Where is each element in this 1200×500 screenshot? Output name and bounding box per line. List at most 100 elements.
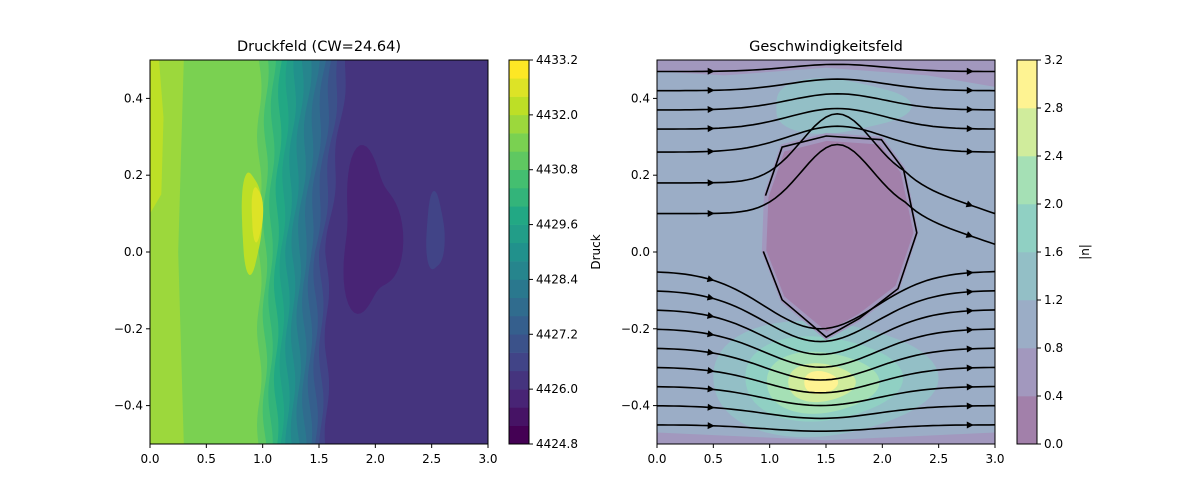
streamline-arrow [966,269,974,277]
field [657,60,995,444]
x-tick-label: 2.5 [422,452,441,466]
y-tick-label: 0.4 [631,91,650,105]
colorbar-band [1017,156,1037,205]
streamlines [657,63,995,432]
colorbar-band [509,114,529,134]
colorbar-band [509,133,529,152]
colorbar-tick-label: 3.2 [1044,53,1063,67]
x-tick-label: 0.5 [704,452,723,466]
colorbar-tick-label: 4429.6 [536,218,578,232]
streamline-arrow [966,364,974,372]
field [150,60,488,444]
x-tick-label: 0.5 [197,452,216,466]
y-tick-label: 0.0 [124,245,143,259]
colorbar-band [509,60,529,79]
streamline [762,135,918,339]
colorbar-band [509,425,529,445]
y-tick-label: −0.2 [621,322,650,336]
colorbar-band [509,78,529,97]
x-tick-label: 2.0 [873,452,892,466]
streamline-arrow [706,311,715,319]
streamline-arrow [707,148,715,155]
contour-region [343,145,404,314]
x-tick-label: 1.5 [309,452,328,466]
contour-region [251,187,264,243]
colorbar-band [509,316,529,335]
contour-region [426,191,445,270]
x-tick-label: 0.0 [140,452,159,466]
streamline-arrow [966,421,974,429]
colorbar-band [1017,108,1037,157]
streamline-arrow [707,67,715,75]
streamline-arrow [966,148,974,155]
colorbar-band [1017,300,1037,349]
streamline-arrow [707,403,715,411]
colorbar-band [509,261,529,280]
y-tick-label: 0.2 [631,168,650,182]
streamline-arrow [965,200,974,208]
colorbar-frame [508,59,530,445]
streamline-arrow [966,307,974,315]
streamline-arrow [707,330,715,338]
colorbar-band [509,389,529,408]
streamline-arrow [966,125,974,133]
contour-region [776,78,912,134]
colorbar-tick-label: 4433.2 [536,53,578,67]
y-tick-label: −0.2 [114,322,143,336]
y-tick-label: −0.4 [621,399,650,413]
colorbar-tick-label: 4426.0 [536,382,578,396]
colorbar-tick-label: 4427.2 [536,327,578,341]
contour-region [657,60,995,87]
colorbar-band [1017,396,1037,445]
y-tick-label: 0.0 [631,245,650,259]
colorbar-band [509,169,529,189]
x-tick-label: 1.0 [253,452,272,466]
colorbar-band [1017,252,1037,301]
colorbar-band [509,352,529,372]
streamline-arrow [707,210,715,217]
streamline-arrow [966,383,974,391]
colorbar-band [1017,204,1037,253]
colorbar-tick-label: 2.8 [1044,101,1063,115]
y-tick-label: 0.4 [124,91,143,105]
colorbar-band [509,334,529,353]
streamline-arrow [706,293,715,301]
streamline-arrow [707,106,715,113]
colorbar-tick-label: 1.2 [1044,293,1063,307]
streamline-arrow [965,231,974,238]
y-tick-label: 0.2 [124,168,143,182]
streamline-arrow [706,275,715,283]
x-tick-label: 0.0 [647,452,666,466]
colorbar-band [509,206,529,225]
streamline-arrow [707,367,715,374]
streamline-arrow [966,106,974,113]
colorbar-band [509,297,529,317]
panel: Druckfeld (CW=24.64) 0.0 0.5 1.0 1.5 2.0 2.5 3.… [114,39,603,466]
x-tick-label: 3.0 [985,452,1004,466]
x-tick-label: 1.0 [760,452,779,466]
x-tick-label: 2.0 [366,452,385,466]
streamline-arrow [707,86,715,94]
colorbar-tick-label: 1.6 [1044,245,1063,259]
streamline-arrow [707,348,715,356]
colorbar-band [509,370,529,390]
streamline-arrow [966,402,974,410]
colorbar-band [509,242,529,262]
colorbar-label: |u| [1079,244,1093,260]
contour-region [766,140,914,332]
streamline-arrow [966,86,974,94]
streamline-arrow [707,422,715,430]
streamline-arrow [707,125,715,133]
y-tick-label: −0.4 [114,399,143,413]
streamline-arrow [966,326,974,334]
colorbar-tick-label: 4428.4 [536,272,578,286]
colorbar-band [509,151,529,171]
colorbar-band [509,188,529,207]
colorbar-tick-label: 0.4 [1044,389,1063,403]
colorbar-band [509,224,529,244]
colorbar-tick-label: 4430.8 [536,163,578,177]
x-tick-label: 1.5 [816,452,835,466]
chart-title: Geschwindigkeitsfeld [749,39,903,55]
contour-region [657,432,995,444]
streamline-arrow [707,179,715,187]
